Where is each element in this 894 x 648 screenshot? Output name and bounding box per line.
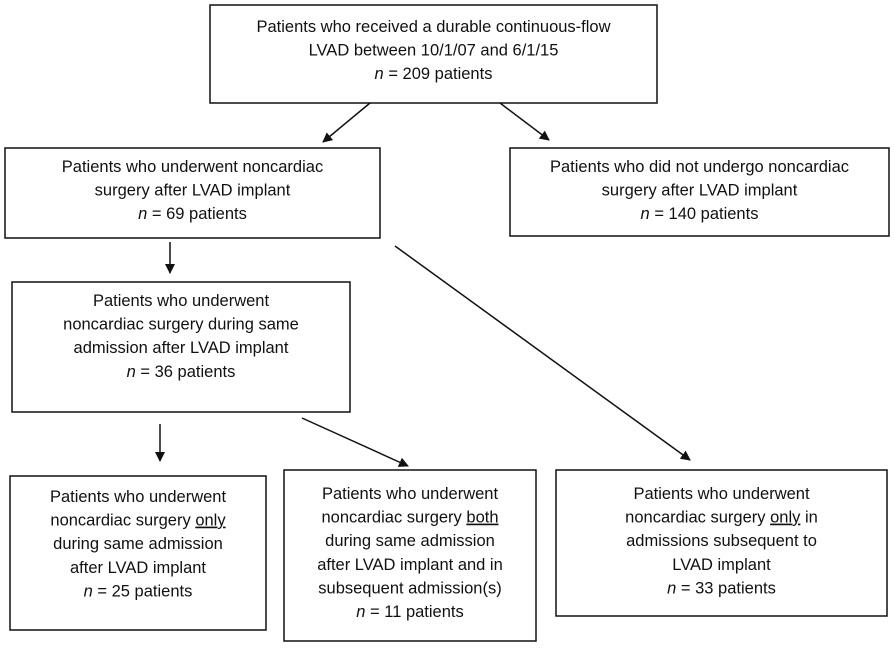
node-text: Patients who did not undergo noncardiac (550, 158, 849, 176)
text-segment: n (667, 580, 676, 598)
node-text: LVAD between 10/1/07 and 6/1/15 (309, 42, 559, 60)
node-text: noncardiac surgery only (50, 512, 226, 530)
text-segment: during same admission (53, 536, 223, 554)
text-segment: LVAD implant (672, 556, 771, 574)
text-segment: admissions subsequent to (626, 533, 817, 551)
node-text: admission after LVAD implant (74, 340, 289, 358)
node-text: n = 11 patients (356, 603, 464, 621)
node-text: LVAD implant (672, 556, 771, 574)
node-text: n = 33 patients (667, 580, 776, 598)
text-segment: n (127, 363, 136, 381)
text-segment: surgery after LVAD implant (95, 182, 291, 200)
text-segment: admission after LVAD implant (74, 340, 289, 358)
box (9, 475, 267, 631)
text-segment: = 33 patients (676, 580, 776, 598)
node-text: noncardiac surgery both (321, 509, 498, 527)
node-text: Patients who underwent (93, 292, 270, 310)
text-segment: surgery after LVAD implant (602, 182, 798, 200)
text-segment: noncardiac surgery during same (63, 316, 299, 334)
text-segment: Patients who did not undergo noncardiac (550, 158, 849, 176)
text-segment: = 140 patients (650, 206, 759, 224)
text-segment: noncardiac surgery (321, 509, 466, 527)
text-segment: Patients who underwent (322, 485, 499, 503)
text-segment: = 25 patients (93, 583, 193, 601)
node-text: Patients who underwent (633, 485, 810, 503)
node-text: Patients who received a durable continuo… (256, 18, 610, 36)
text-segment: subsequent admission(s) (318, 580, 501, 598)
box (209, 4, 658, 104)
text-segment: LVAD between 10/1/07 and 6/1/15 (309, 42, 559, 60)
node-text: surgery after LVAD implant (95, 182, 291, 200)
text-segment: n (138, 206, 147, 224)
text-segment: n (356, 603, 365, 621)
text-segment: Patients who underwent noncardiac (62, 158, 323, 176)
text-segment: n (375, 66, 384, 84)
node-text: n = 209 patients (375, 66, 493, 84)
text-segment: Patients who received a durable continuo… (256, 18, 610, 36)
node-text: Patients who underwent (50, 488, 227, 506)
text-segment: both (466, 509, 498, 527)
box (283, 469, 537, 642)
node-text: admissions subsequent to (626, 533, 817, 551)
arrow (301, 417, 409, 467)
text-segment: n (641, 206, 650, 224)
box (4, 147, 381, 239)
node-text: after LVAD implant and in (317, 556, 503, 574)
node-text: subsequent admission(s) (318, 580, 501, 598)
box (555, 469, 888, 617)
text-segment: after LVAD implant and in (317, 556, 503, 574)
text-segment: noncardiac surgery (50, 512, 195, 530)
text-segment: noncardiac surgery (625, 509, 770, 527)
node-text: noncardiac surgery only in (625, 509, 818, 527)
arrow (394, 245, 691, 461)
node-text: n = 25 patients (84, 583, 193, 601)
text-segment: in (800, 509, 817, 527)
text-segment: only (195, 512, 226, 530)
node-text: n = 69 patients (138, 206, 247, 224)
node-text: Patients who underwent noncardiac (62, 158, 323, 176)
text-segment: only (770, 509, 801, 527)
node-text: n = 140 patients (641, 206, 759, 224)
text-segment: = 36 patients (136, 363, 236, 381)
box (11, 281, 351, 413)
node-text: surgery after LVAD implant (602, 182, 798, 200)
node-text: during same admission (53, 536, 223, 554)
node-text: during same admission (325, 533, 495, 551)
box (509, 147, 890, 237)
text-segment: = 69 patients (147, 206, 247, 224)
text-segment: after LVAD implant (70, 559, 206, 577)
text-segment: Patients who underwent (93, 292, 270, 310)
text-segment: = 11 patients (365, 603, 463, 621)
text-segment: during same admission (325, 533, 495, 551)
node-text: noncardiac surgery during same (63, 316, 299, 334)
arrow (322, 102, 371, 143)
node-text: after LVAD implant (70, 559, 206, 577)
text-segment: n (84, 583, 93, 601)
arrow (499, 102, 550, 141)
text-segment: Patients who underwent (50, 488, 227, 506)
node-text: Patients who underwent (322, 485, 499, 503)
text-segment: = 209 patients (384, 66, 493, 84)
node-text: n = 36 patients (127, 363, 236, 381)
text-segment: Patients who underwent (633, 485, 810, 503)
